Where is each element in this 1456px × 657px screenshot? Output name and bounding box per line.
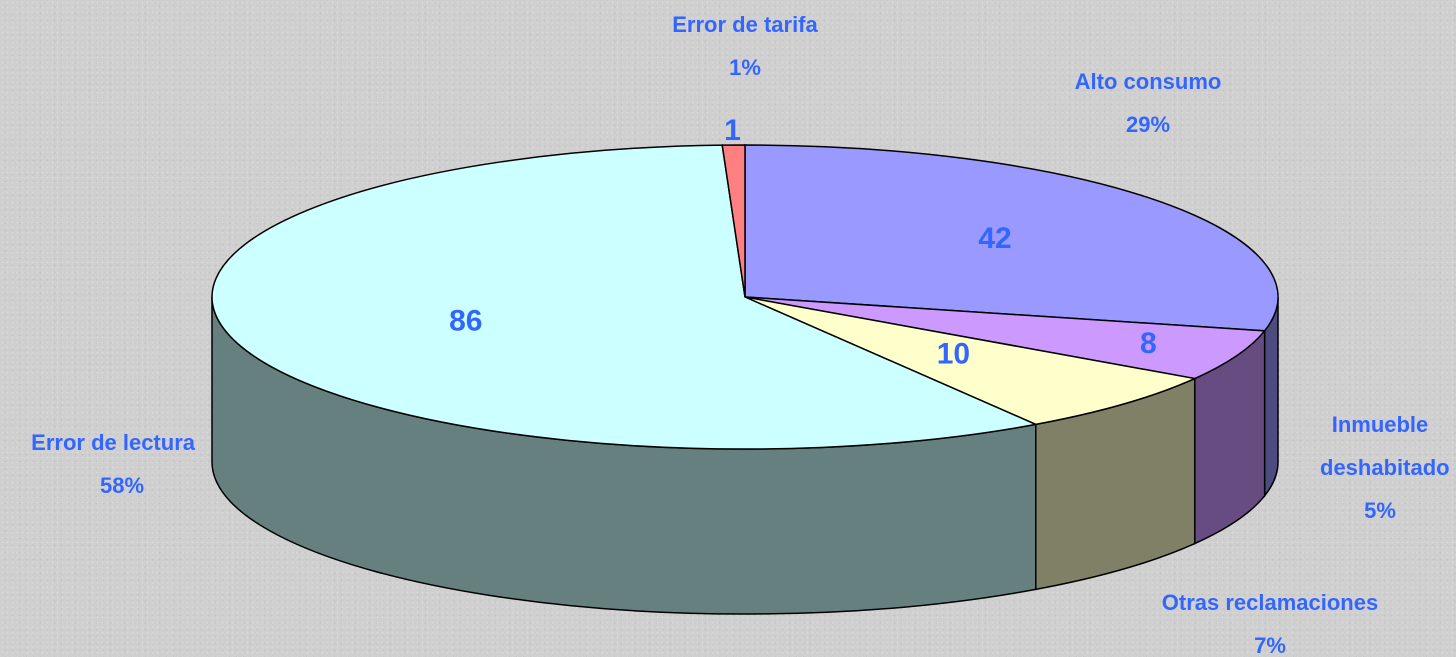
pie-slice <box>744 296 1198 426</box>
value-label: 86 <box>449 304 482 337</box>
value-label: 42 <box>978 222 1011 255</box>
outer-label: Error de lectura 58% <box>0 421 195 507</box>
value-label: 8 <box>1140 327 1157 360</box>
category-label: Error de tarifa <box>672 12 818 37</box>
pie-slice <box>211 144 1039 450</box>
category-label: Inmueble deshabitado <box>1320 412 1450 480</box>
percent-label: 1% <box>729 55 761 80</box>
value-label: 1 <box>724 114 741 147</box>
outer-label: Alto consumo 29% <box>1048 60 1248 146</box>
outer-label: Inmueble deshabitado 5% <box>1280 403 1456 532</box>
value-label: 10 <box>937 338 970 371</box>
percent-label: 7% <box>1254 633 1286 657</box>
category-label: Otras reclamaciones <box>1161 590 1379 615</box>
outer-label: Error de tarifa 1% <box>645 3 845 89</box>
percent-label: 58% <box>100 473 145 498</box>
pie-slice <box>721 144 746 298</box>
category-label: Error de lectura <box>31 430 195 455</box>
pie-slice <box>744 144 1279 332</box>
percent-label: 5% <box>1364 498 1396 523</box>
pie-slice <box>744 296 1267 380</box>
outer-label: Otras reclamaciones 7% <box>1120 581 1420 657</box>
percent-label: 29% <box>1125 112 1171 137</box>
category-label: Alto consumo <box>1074 69 1222 94</box>
